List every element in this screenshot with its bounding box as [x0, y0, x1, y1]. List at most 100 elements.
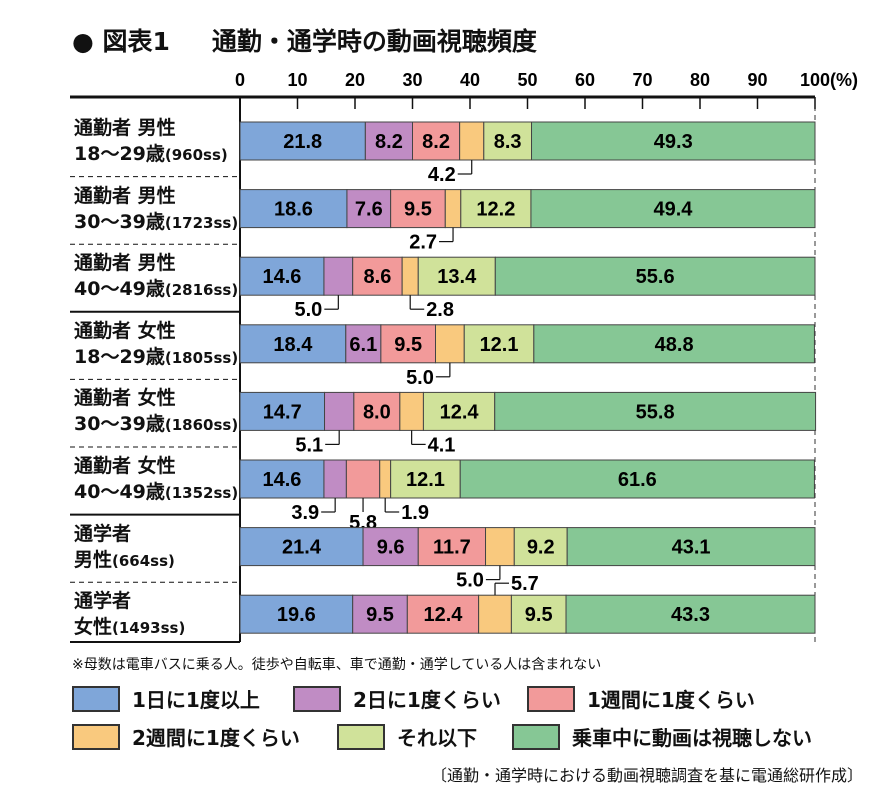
x-tick-label: 50	[517, 70, 537, 90]
data-label: 14.7	[263, 401, 302, 423]
bar-segment	[565, 594, 816, 634]
legend-item: 1週間に1度くらい	[527, 684, 755, 713]
row-label: 通勤者 男性 18〜29歳(960ss)	[74, 115, 228, 168]
data-label: 12.4	[440, 401, 480, 423]
row-label-detail: 18〜29歳(1805ss)	[74, 344, 238, 371]
data-label: 11.7	[433, 537, 471, 559]
row-label-age: 18〜29歳	[74, 143, 165, 165]
bar-segment	[460, 189, 532, 229]
data-label: 49.4	[654, 199, 694, 221]
bar-segment	[239, 189, 348, 229]
row-label-detail: 40〜49歳(2816ss)	[74, 276, 238, 303]
data-label: 48.8	[655, 334, 694, 356]
data-label: 49.3	[654, 131, 693, 153]
bar-segment	[494, 256, 816, 296]
x-tick-label: 0	[235, 70, 245, 90]
data-label: 9.5	[366, 604, 394, 626]
bar-segment	[379, 459, 392, 499]
x-tick-label: 70	[632, 70, 652, 90]
data-label: 9.6	[377, 537, 405, 559]
row-label-group: 通勤者 女性	[74, 455, 176, 477]
chart-title: ● 図表1 通勤・通学時の動画視聴頻度	[72, 22, 537, 58]
data-label-outside: 2.8	[426, 299, 454, 321]
row-label-group: 通勤者 男性	[74, 252, 176, 275]
data-label: 7.6	[355, 199, 383, 221]
data-label-outside: 4.2	[428, 164, 456, 186]
bar-segment	[510, 594, 567, 634]
row-label-detail: 40〜49歳(1352ss)	[74, 479, 238, 506]
row-label-sample-size: (1493ss)	[112, 619, 186, 638]
figure-number: ● 図表1	[72, 27, 170, 56]
data-label-outside: 5.1	[295, 434, 323, 456]
bar-segment	[483, 121, 533, 161]
row-label-age: 40〜49歳	[74, 481, 165, 503]
legend-swatch	[72, 723, 120, 750]
data-label: 14.6	[263, 266, 302, 288]
bar-segment	[531, 121, 816, 161]
data-label-outside: 2.7	[409, 232, 437, 254]
row-label-sample-size: (1352ss)	[164, 484, 239, 502]
row-label-age: 30〜39歳	[74, 413, 165, 436]
bar-segment	[239, 594, 354, 634]
legend-swatch	[512, 723, 560, 750]
row-label-group: 通勤者 男性	[74, 184, 176, 207]
row-label: 通勤者 女性 18〜29歳(1805ss)	[74, 318, 238, 371]
legend-item: 2週間に1度くらい	[72, 722, 300, 751]
bar-segment	[323, 256, 354, 296]
x-tick-label: 20	[345, 70, 365, 90]
bar-segment	[390, 189, 446, 229]
data-label: 8.0	[363, 401, 391, 423]
bar-segment	[239, 256, 325, 296]
legend-label: 1週間に1度くらい	[587, 688, 755, 712]
bar-segment	[346, 189, 392, 229]
row-label-detail: 女性(1493ss)	[74, 614, 185, 641]
bar-segment	[406, 594, 480, 634]
title-text: 通勤・通学時の動画視聴頻度	[211, 27, 537, 56]
row-label-age: 男性	[74, 548, 113, 571]
data-label-outside: 3.9	[291, 502, 319, 524]
row-label-detail: 18〜29歳(960ss)	[74, 141, 228, 168]
data-label: 9.5	[394, 334, 422, 356]
data-label-outside: 5.0	[295, 299, 323, 321]
legend-label: 1日に1度以上	[132, 688, 260, 712]
x-tick-label: 100(%)	[800, 70, 858, 90]
row-label-age: 30〜39歳	[74, 210, 165, 233]
row-label-group: 通学者	[74, 590, 132, 613]
row-label-sample-size: (1723ss)	[164, 213, 239, 232]
row-label: 通勤者 女性 30〜39歳(1860ss)	[74, 385, 238, 438]
row-label-sample-size: (960ss)	[164, 146, 228, 164]
row-label-age: 40〜49歳	[74, 278, 165, 301]
data-label: 13.4	[437, 266, 477, 288]
legend-swatch	[527, 685, 575, 712]
row-label-detail: 30〜39歳(1723ss)	[74, 209, 238, 236]
legend-label: それ以下	[397, 726, 477, 750]
bar-segment	[324, 391, 355, 431]
data-label: 6.1	[349, 334, 377, 356]
bar-segment	[417, 527, 487, 567]
bar-segment	[463, 324, 535, 364]
legend-item: 1日に1度以上	[72, 684, 260, 713]
data-label: 12.2	[476, 199, 515, 221]
bar-segment	[444, 189, 462, 229]
row-label-sample-size: (1805ss)	[164, 348, 239, 367]
data-label: 55.6	[636, 266, 675, 288]
row-label-sample-size: (1860ss)	[164, 416, 239, 435]
bar-segment	[566, 527, 816, 567]
row-label: 通学者 女性(1493ss)	[74, 588, 185, 641]
row-label-age: 18〜29歳	[74, 345, 165, 368]
bar-segment	[533, 324, 815, 364]
data-label: 8.2	[422, 131, 450, 153]
x-tick-label: 60	[575, 70, 595, 90]
bar-segment	[239, 527, 364, 567]
legend-item: 2日に1度くらい	[293, 684, 501, 713]
data-label-outside: 1.9	[401, 502, 429, 524]
data-label-outside: 5.7	[511, 573, 539, 595]
row-label: 通勤者 女性 40〜49歳(1352ss)	[74, 453, 238, 506]
data-label: 61.6	[618, 469, 657, 491]
data-label-outside: 4.1	[428, 434, 456, 456]
row-label: 通勤者 男性 30〜39歳(1723ss)	[74, 183, 238, 236]
data-label: 43.3	[671, 604, 710, 626]
row-label-age: 女性	[74, 616, 113, 639]
bar-segment	[530, 189, 816, 229]
